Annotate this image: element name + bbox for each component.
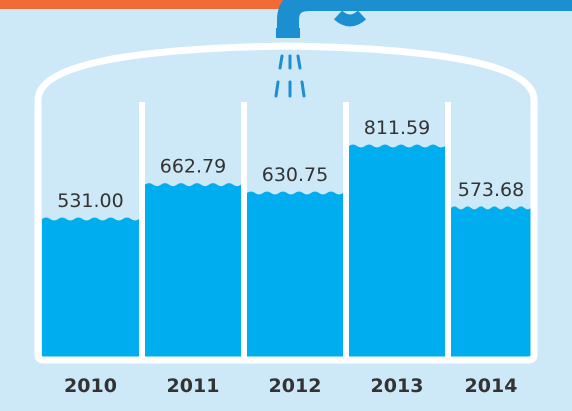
value-label: 630.75 — [262, 164, 328, 186]
x-tick-label: 2010 — [64, 375, 117, 397]
x-tick-label: 2011 — [167, 375, 220, 397]
bar — [145, 183, 241, 357]
faucet-pipe — [277, 0, 572, 30]
bar — [42, 217, 139, 357]
x-tick-label: 2013 — [371, 375, 424, 397]
bar — [349, 144, 445, 357]
bar — [451, 206, 531, 357]
value-label: 811.59 — [364, 117, 430, 139]
x-tick-label: 2014 — [465, 375, 518, 397]
tank-outline — [34, 42, 538, 364]
faucet-knob — [333, 10, 367, 27]
water-drops — [274, 54, 306, 98]
value-label: 531.00 — [57, 190, 123, 212]
faucet-head — [276, 28, 300, 38]
value-label: 662.79 — [160, 156, 226, 178]
x-tick-label: 2012 — [269, 375, 322, 397]
bar — [247, 191, 343, 357]
bars — [42, 144, 531, 357]
value-label: 573.68 — [458, 179, 524, 201]
top-stripe — [0, 0, 292, 9]
dividers — [139, 102, 451, 357]
